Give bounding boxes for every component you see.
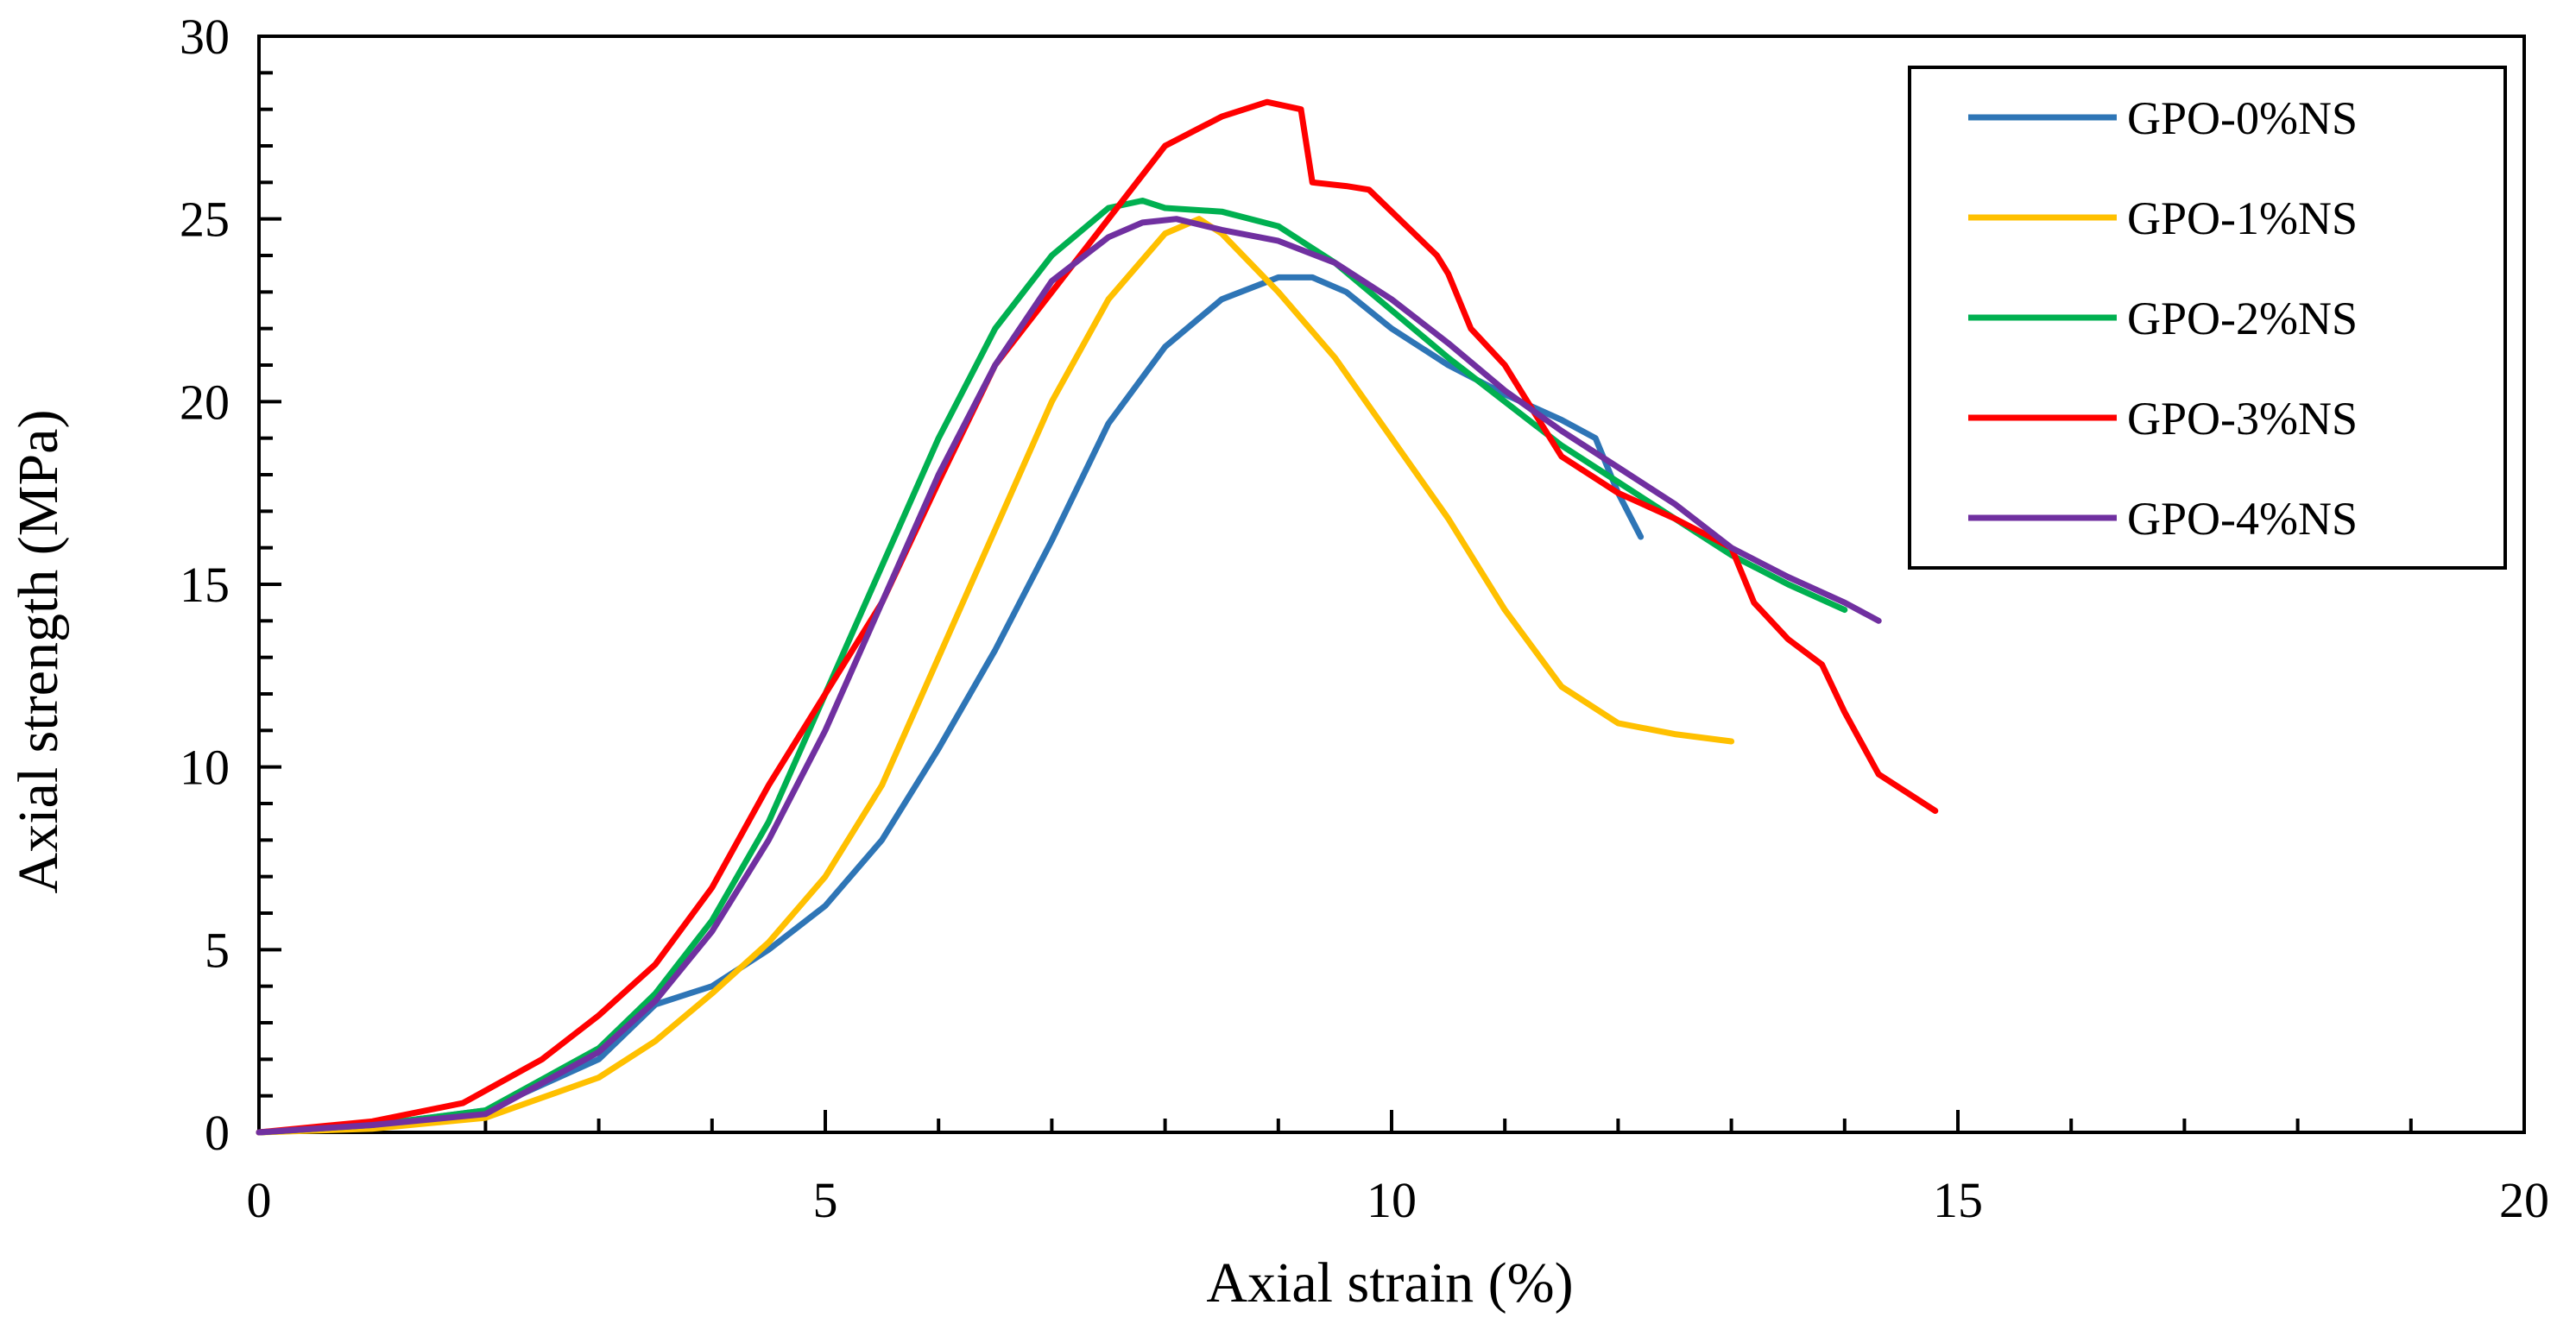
legend-label: GPO-4%NS: [2127, 493, 2358, 545]
x-tick-label: 15: [1933, 1172, 1983, 1228]
series-line-1: [256, 274, 1645, 1136]
y-tick-label: 10: [180, 740, 230, 796]
y-tick-label: 15: [180, 557, 230, 613]
x-tick-label: 20: [2499, 1172, 2549, 1228]
series-lines: [256, 98, 1939, 1136]
y-tick-label: 30: [180, 9, 230, 65]
series-line-4: [256, 98, 1939, 1136]
legend-label: GPO-2%NS: [2127, 293, 2358, 344]
y-tick-label: 25: [180, 192, 230, 248]
x-axis: 0 5 10 15 20: [247, 1110, 2549, 1228]
x-tick-label: 5: [813, 1172, 838, 1228]
y-tick-label: 5: [205, 922, 230, 978]
legend-label: GPO-1%NS: [2127, 192, 2358, 244]
x-tick-label: 10: [1367, 1172, 1417, 1228]
legend: GPO-0%NS GPO-1%NS GPO-2%NS GPO-3%NS GPO-4%NS: [1908, 66, 2507, 570]
series-line-5: [256, 216, 1882, 1136]
y-tick-label: 0: [205, 1105, 230, 1161]
series-line-3: [256, 198, 1848, 1136]
y-tick-label: 20: [180, 374, 230, 430]
y-axis: 0 5 10 15 20 25 30: [180, 9, 281, 1161]
y-axis-title: Axial strength (MPa): [7, 410, 70, 894]
x-axis-title: Axial strain (%): [1206, 1251, 1573, 1314]
series-line-2: [256, 216, 1735, 1136]
x-tick-label: 0: [247, 1172, 272, 1228]
legend-label: GPO-0%NS: [2127, 92, 2358, 144]
legend-label: GPO-3%NS: [2127, 393, 2358, 444]
